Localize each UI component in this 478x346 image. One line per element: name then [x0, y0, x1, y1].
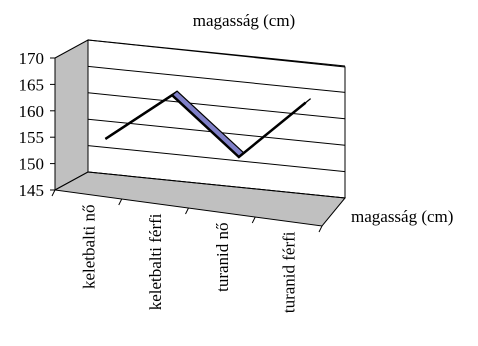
gridline-150 [87, 145, 346, 173]
y-axis-tick-labels: 145 150 155 160 165 170 [19, 49, 45, 200]
y-tick-label-155: 155 [19, 128, 45, 147]
y-axis-ticks [50, 57, 55, 191]
side-wall [54, 39, 89, 191]
series-magassag [104, 90, 312, 159]
x-tick-label-3: turanid férfi [280, 231, 299, 313]
gridline-165 [87, 65, 346, 93]
x-tick-3 [251, 216, 256, 224]
y-tick-label-145: 145 [19, 181, 45, 200]
chart-title: magasság (cm) [193, 11, 295, 30]
x-axis-ticks [51, 189, 323, 233]
x-tick-0 [51, 189, 56, 197]
gridline-145 [87, 171, 346, 199]
gridline-160 [87, 92, 346, 120]
x-axis-tick-labels: keletbalti nő keletbalti férfi turanid nő t… [79, 205, 298, 314]
x-tick-label-2: turanid nő [213, 223, 232, 292]
y-tick-label-160: 160 [19, 102, 45, 121]
x-tick-label-0: keletbalti nő [79, 205, 98, 290]
x-tick-label-1: keletbalti férfi [146, 213, 165, 310]
x-tick-2 [185, 207, 189, 215]
legend-series-label: magasság (cm) [351, 207, 453, 226]
series-line [104, 93, 307, 159]
gridline-170 [87, 39, 346, 67]
y-tick-label-165: 165 [19, 75, 45, 94]
y-tick-label-150: 150 [19, 155, 45, 174]
back-wall [87, 39, 346, 199]
y-tick-label-170: 170 [19, 49, 45, 68]
x-tick-4 [318, 225, 323, 233]
x-tick-1 [118, 198, 123, 206]
